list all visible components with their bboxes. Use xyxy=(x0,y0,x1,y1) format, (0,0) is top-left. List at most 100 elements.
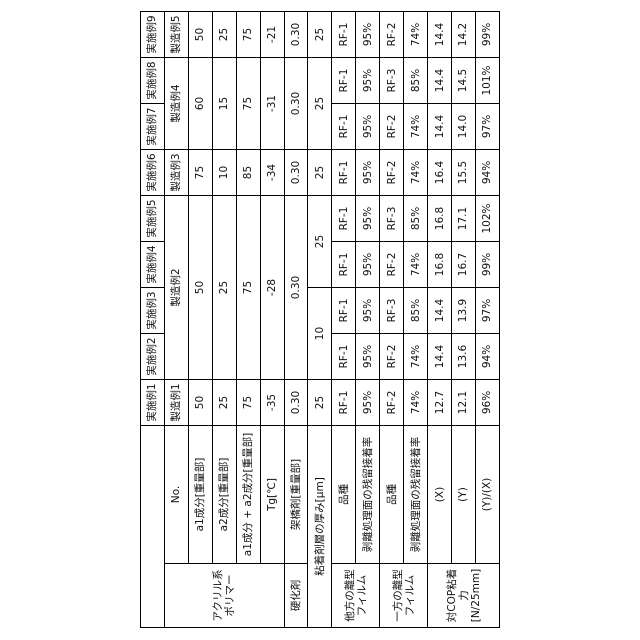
value-cell: 74% xyxy=(404,150,428,196)
row-label: (X) xyxy=(428,426,452,564)
row-label: 品種 xyxy=(332,426,356,564)
column-header: 実施例8 xyxy=(141,58,165,104)
value-cell: 0.30 xyxy=(284,380,308,426)
row-label: a2成分[重量部] xyxy=(212,426,236,564)
data-row: (Y)/(X)96%94%97%99%102%94%97%101%99% xyxy=(475,12,499,628)
value-cell: 14.2 xyxy=(451,12,475,58)
value-cell: 14.4 xyxy=(428,58,452,104)
column-header: 実施例5 xyxy=(141,196,165,242)
value-cell: 74% xyxy=(404,242,428,288)
value-cell: RF-2 xyxy=(380,12,404,58)
value-cell: 14.4 xyxy=(428,334,452,380)
data-row: 他方の離型フィルム品種RF-1RF-1RF-1RF-1RF-1RF-1RF-1R… xyxy=(332,12,356,628)
value-cell: 13.6 xyxy=(451,334,475,380)
value-cell: 95% xyxy=(356,104,380,150)
value-cell: RF-1 xyxy=(332,288,356,334)
value-cell: 25 xyxy=(308,150,332,196)
data-row: 硬化剤架橋剤[重量部]0.300.300.300.300.30 xyxy=(284,12,308,628)
group-label: 硬化剤 xyxy=(284,564,308,628)
value-cell: RF-1 xyxy=(332,242,356,288)
value-cell: 95% xyxy=(356,12,380,58)
value-cell: 10 xyxy=(308,288,332,380)
value-cell: 95% xyxy=(356,150,380,196)
value-cell: RF-3 xyxy=(380,196,404,242)
value-cell: 75 xyxy=(236,12,260,58)
value-cell: -34 xyxy=(260,150,284,196)
value-cell: 85% xyxy=(404,288,428,334)
value-cell: 50 xyxy=(188,380,212,426)
value-cell: 15 xyxy=(212,58,236,150)
value-cell: 50 xyxy=(188,12,212,58)
value-cell: RF-1 xyxy=(332,12,356,58)
data-row: a2成分[重量部]2525101525 xyxy=(212,12,236,628)
value-cell: RF-2 xyxy=(380,334,404,380)
group-label: 粘着剤層の厚み[μm] xyxy=(308,426,332,628)
value-cell: 16.7 xyxy=(451,242,475,288)
data-row: 粘着剤層の厚み[μm]251025252525 xyxy=(308,12,332,628)
data-table: 実施例1実施例2実施例3実施例4実施例5実施例6実施例7実施例8実施例9アクリル… xyxy=(140,11,500,628)
table-wrapper: 実施例1実施例2実施例3実施例4実施例5実施例6実施例7実施例8実施例9アクリル… xyxy=(140,12,500,628)
value-cell: 25 xyxy=(308,58,332,150)
value-cell: 14.5 xyxy=(451,58,475,104)
value-cell: 製造例2 xyxy=(164,196,188,380)
value-cell: RF-2 xyxy=(380,150,404,196)
value-cell: 95% xyxy=(356,288,380,334)
value-cell: RF-1 xyxy=(332,104,356,150)
value-cell: -31 xyxy=(260,58,284,150)
value-cell: RF-3 xyxy=(380,58,404,104)
data-row: a1成分[重量部]5050756050 xyxy=(188,12,212,628)
value-cell: 97% xyxy=(475,104,499,150)
value-cell: 85 xyxy=(236,150,260,196)
value-cell: 25 xyxy=(212,12,236,58)
value-cell: 95% xyxy=(356,58,380,104)
value-cell: 95% xyxy=(356,196,380,242)
value-cell: RF-2 xyxy=(380,380,404,426)
value-cell: 12.1 xyxy=(451,380,475,426)
column-header: 実施例1 xyxy=(141,380,165,426)
value-cell: 74% xyxy=(404,12,428,58)
row-label: a1成分 + a2成分[重量部] xyxy=(236,426,260,564)
row-label: Tg[℃] xyxy=(260,426,284,564)
value-cell: RF-1 xyxy=(332,196,356,242)
group-label: 一方の離型フィルム xyxy=(380,564,428,628)
column-header: 実施例3 xyxy=(141,288,165,334)
value-cell: RF-1 xyxy=(332,150,356,196)
value-cell: 94% xyxy=(475,334,499,380)
value-cell: 25 xyxy=(308,196,332,288)
value-cell: 102% xyxy=(475,196,499,242)
value-cell: 14.4 xyxy=(428,104,452,150)
value-cell: 0.30 xyxy=(284,58,308,150)
value-cell: 74% xyxy=(404,380,428,426)
value-cell: 14.4 xyxy=(428,288,452,334)
value-cell: -28 xyxy=(260,196,284,380)
value-cell: RF-2 xyxy=(380,104,404,150)
data-row: (Y)12.113.613.916.717.115.514.014.514.2 xyxy=(451,12,475,628)
value-cell: 15.5 xyxy=(451,150,475,196)
data-row: a1成分 + a2成分[重量部]7575857575 xyxy=(236,12,260,628)
value-cell: 101% xyxy=(475,58,499,104)
value-cell: -35 xyxy=(260,380,284,426)
value-cell: 95% xyxy=(356,242,380,288)
value-cell: 12.7 xyxy=(428,380,452,426)
row-label: (Y)/(X) xyxy=(475,426,499,564)
value-cell: 75 xyxy=(236,196,260,380)
header-row: 実施例1実施例2実施例3実施例4実施例5実施例6実施例7実施例8実施例9 xyxy=(141,12,165,628)
value-cell: 99% xyxy=(475,242,499,288)
column-header: 実施例7 xyxy=(141,104,165,150)
value-cell: 14.4 xyxy=(428,12,452,58)
value-cell: 16.8 xyxy=(428,242,452,288)
value-cell: 75 xyxy=(236,380,260,426)
value-cell: RF-3 xyxy=(380,288,404,334)
value-cell: 96% xyxy=(475,380,499,426)
group-label: 対COP粘着力[N/25mm] xyxy=(428,564,500,628)
value-cell: 25 xyxy=(212,380,236,426)
value-cell: 99% xyxy=(475,12,499,58)
value-cell: 25 xyxy=(308,12,332,58)
value-cell: 50 xyxy=(188,196,212,380)
value-cell: 10 xyxy=(212,150,236,196)
row-label: 品種 xyxy=(380,426,404,564)
value-cell: 74% xyxy=(404,104,428,150)
value-cell: 25 xyxy=(212,196,236,380)
value-cell: RF-1 xyxy=(332,380,356,426)
